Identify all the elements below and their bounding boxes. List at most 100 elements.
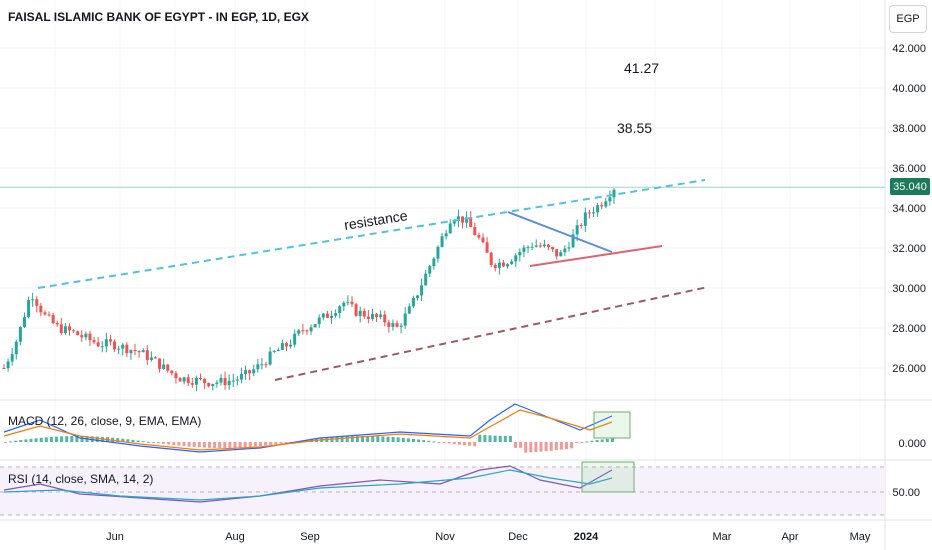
macd-histogram-bar — [121, 438, 125, 442]
candle-body — [518, 251, 522, 256]
candle-body — [223, 377, 227, 386]
currency-button[interactable]: EGP — [889, 5, 927, 33]
macd-histogram-bar — [498, 435, 502, 442]
macd-histogram-bar — [396, 437, 400, 442]
macd-histogram-bar — [167, 442, 171, 445]
rsi-pane: 50.00 — [0, 461, 920, 516]
candle-body — [370, 313, 374, 319]
candle-body — [166, 364, 170, 371]
candle-body — [27, 300, 31, 318]
candle-body — [342, 302, 346, 307]
macd-histogram-bar — [44, 437, 48, 442]
macd-histogram-bar — [483, 435, 487, 442]
time-tick-label: Sep — [300, 531, 320, 543]
candle-body — [72, 330, 76, 332]
macd-histogram-bar — [417, 439, 421, 442]
candle-body — [51, 315, 55, 324]
candle-body — [469, 217, 473, 228]
signal-line — [3, 409, 613, 451]
macd-histogram-bar — [605, 438, 609, 442]
candle-body — [600, 205, 604, 207]
candle-body — [235, 379, 239, 381]
macd-histogram-bar — [29, 438, 33, 442]
candle-body — [92, 340, 96, 343]
price-tick-label: 28.000 — [892, 323, 926, 335]
candle-body — [375, 313, 379, 318]
macd-line — [3, 403, 613, 453]
candle-body — [481, 237, 485, 243]
candle-body — [542, 244, 546, 247]
candle-body — [497, 262, 501, 268]
macd-histogram-bar — [473, 442, 477, 447]
candle-body — [182, 377, 186, 382]
time-tick-label: Apr — [781, 531, 798, 543]
price-tick-label: 32.000 — [892, 243, 926, 255]
candle-body — [248, 370, 252, 374]
macd-histogram-bar — [243, 442, 247, 448]
rsi-ma-line — [3, 469, 613, 501]
macd-histogram-bar — [233, 442, 237, 448]
price-axis: 42.000 40.000 38.000 36.000 34.000 32.000 30.0… — [892, 43, 926, 375]
candle-body — [309, 327, 313, 332]
candle-body — [338, 306, 342, 314]
macd-histogram-bar — [162, 442, 166, 444]
macd-histogram-bar — [534, 442, 538, 453]
candle-body — [145, 350, 149, 361]
candle-body — [563, 248, 567, 253]
candle-body — [321, 313, 325, 318]
candle-body — [293, 333, 297, 345]
candle-body — [436, 246, 440, 259]
macd-histogram-bar — [457, 442, 461, 445]
price-tick-label: 36.000 — [892, 163, 926, 175]
candle-body — [170, 370, 174, 374]
candle-body — [477, 235, 481, 238]
macd-histogram-bar — [585, 441, 589, 443]
price-tick-label: 30.000 — [892, 283, 926, 295]
candle-body — [129, 350, 133, 354]
macd-axis-label: 0.000 — [898, 438, 926, 450]
candle-body — [354, 304, 358, 316]
candle-body — [522, 247, 526, 252]
candle-body — [35, 299, 39, 306]
candle-body — [383, 314, 387, 323]
macd-histogram-bar — [570, 442, 574, 449]
candle-body — [280, 343, 284, 350]
candle-body — [272, 351, 276, 353]
macd-histogram-bar — [447, 442, 451, 444]
candle-body — [113, 341, 117, 350]
candle-body — [203, 378, 207, 384]
macd-histogram-bar — [386, 436, 390, 442]
candle-body — [575, 225, 579, 235]
support-line — [274, 286, 709, 381]
macd-histogram-bar — [391, 437, 395, 442]
candle-body — [260, 364, 264, 366]
macd-histogram-bar — [14, 440, 18, 442]
candle-body — [379, 314, 383, 318]
candle-body — [534, 245, 538, 247]
candle-body — [133, 350, 137, 352]
candle-body — [350, 301, 354, 305]
macd-histogram-bar — [55, 436, 58, 442]
macd-histogram-bar — [508, 435, 512, 442]
candle-body — [297, 330, 301, 334]
candle-body — [510, 261, 514, 265]
candle-body — [96, 342, 100, 347]
time-tick-label: May — [850, 531, 871, 543]
macd-histogram-bar — [412, 438, 415, 442]
candle-body — [289, 344, 293, 347]
macd-histogram-bar — [427, 440, 431, 442]
macd-histogram-bar — [223, 442, 227, 448]
candle-body — [18, 326, 22, 342]
candle-body — [440, 236, 444, 247]
candle-body — [415, 295, 419, 299]
candle-body — [604, 201, 608, 207]
macd-histogram-bar — [238, 442, 242, 448]
macd-histogram-bar — [350, 436, 354, 442]
candle-body — [473, 227, 477, 236]
macd-histogram-bar — [34, 438, 38, 442]
target-label-1: 41.27 — [624, 60, 660, 76]
candle-body — [121, 344, 125, 349]
macd-histogram-bar — [488, 435, 492, 442]
candle-body — [178, 378, 182, 382]
